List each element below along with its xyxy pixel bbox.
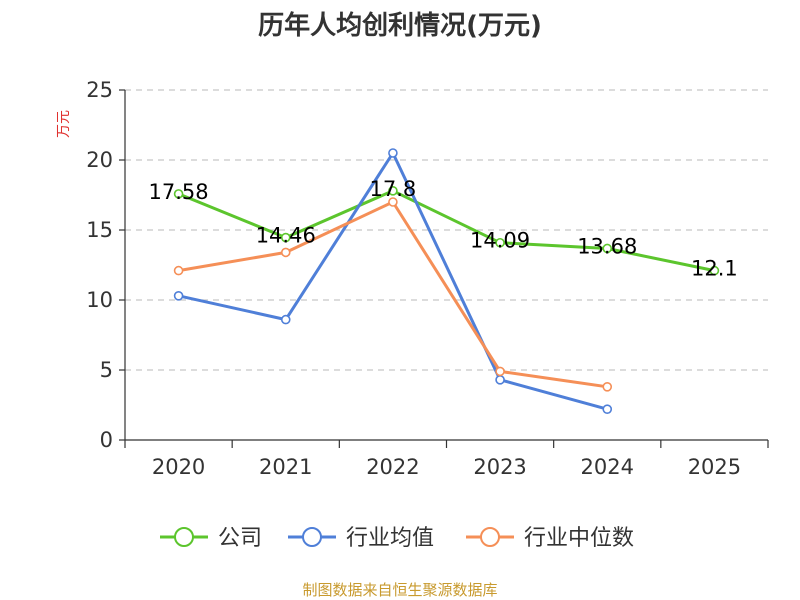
data-label-2020: 17.58	[149, 180, 209, 204]
legend-label-2: 行业中位数	[524, 526, 634, 551]
point-0-2022	[388, 186, 398, 196]
series	[173, 148, 720, 415]
point-0-2020	[173, 189, 184, 199]
x-tick-label-2022: 2022	[366, 455, 419, 479]
y-tick-label-15: 15	[86, 218, 113, 242]
point-2-2020	[173, 265, 184, 276]
point-0-2024	[602, 243, 613, 254]
point-0-2023	[495, 237, 505, 248]
x-tick-label-2025: 2025	[688, 455, 741, 479]
point-1-2021	[280, 314, 291, 325]
point-2-2022	[388, 197, 398, 207]
legend-marker-1	[302, 527, 322, 547]
y-tick-label-25: 25	[86, 78, 113, 102]
x-tick-label-2021: 2021	[259, 455, 312, 479]
point-2-2021	[280, 247, 291, 258]
data-labels: 17.58 14.46 17.8 14.09 13.68 12.1	[149, 177, 738, 281]
y-tick-label-10: 10	[86, 288, 113, 312]
y-tick-label-5: 5	[100, 358, 113, 382]
point-1-2023	[495, 374, 505, 385]
legend-item-2: 行业中位数	[466, 526, 634, 551]
data-label-2021: 14.46	[256, 224, 316, 248]
legend-label-1: 行业均值	[346, 526, 434, 551]
chart-title: 历年人均创利情况(万元)	[258, 10, 542, 41]
source-note: 制图数据来自恒生聚源数据库	[302, 581, 497, 599]
legend-item-0: 公司	[160, 526, 262, 551]
x-tick-label-2024: 2024	[581, 455, 634, 479]
y-axis-label: 万元	[56, 110, 72, 138]
point-2-2024	[602, 381, 613, 392]
data-label-2022: 17.8	[370, 177, 417, 201]
legend-marker-0	[174, 527, 194, 547]
x-tick-label-2023: 2023	[473, 455, 526, 479]
y-tick-label-0: 0	[100, 428, 113, 452]
legend-item-1: 行业均值	[288, 526, 434, 551]
data-label-2023: 14.09	[470, 229, 530, 253]
point-1-2024	[602, 404, 613, 415]
data-label-2025: 12.1	[691, 257, 738, 281]
point-0-2021	[280, 232, 291, 243]
legend-marker-2	[480, 527, 500, 547]
point-1-2020	[173, 290, 184, 301]
x-tick-label-2020: 2020	[152, 455, 205, 479]
point-1-2022	[388, 148, 398, 158]
legend: 公司 行业均值 行业中位数	[160, 526, 634, 551]
point-2-2023	[495, 366, 505, 377]
legend-label-0: 公司	[218, 526, 262, 551]
series-line-0	[178, 189, 715, 273]
grid	[125, 89, 768, 371]
data-label-2024: 13.68	[577, 234, 637, 258]
point-0-2025	[709, 265, 720, 276]
y-tick-label-20: 20	[86, 148, 113, 172]
